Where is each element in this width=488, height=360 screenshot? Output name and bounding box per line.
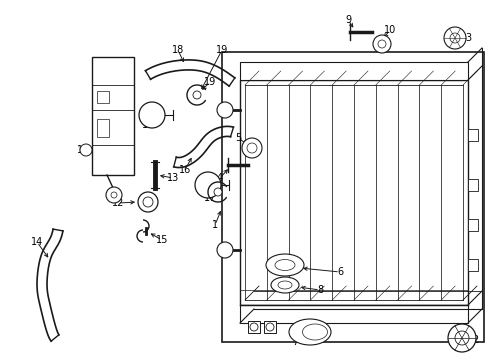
Circle shape [80,144,92,156]
Text: 19: 19 [215,45,228,55]
Circle shape [139,102,164,128]
Text: 17: 17 [142,120,154,130]
Text: 9: 9 [344,15,350,25]
Text: 18: 18 [171,45,184,55]
Text: 14: 14 [31,237,43,247]
Text: 13: 13 [166,173,179,183]
Ellipse shape [274,260,294,270]
Ellipse shape [270,277,298,293]
Bar [467,259,477,271]
Text: 5: 5 [234,133,241,143]
Circle shape [265,323,273,331]
Circle shape [214,188,222,196]
Circle shape [377,40,385,48]
Circle shape [242,138,262,158]
Bar [240,80,467,305]
Bar [467,179,477,191]
Bar [97,119,109,137]
Circle shape [195,172,221,198]
Text: 4: 4 [217,173,223,183]
Text: 17: 17 [203,193,216,203]
Text: 8: 8 [316,285,323,295]
Circle shape [249,323,258,331]
Bar [240,305,467,323]
Ellipse shape [288,319,330,345]
Bar [247,321,260,333]
Text: 12: 12 [112,198,124,208]
Bar [222,52,483,342]
Text: 19: 19 [203,77,216,87]
Bar [97,91,109,103]
Circle shape [106,187,122,203]
Text: 2: 2 [471,335,477,345]
Text: 15: 15 [156,235,168,245]
Circle shape [372,35,390,53]
Text: 1: 1 [211,220,218,230]
Circle shape [217,242,232,258]
Ellipse shape [265,254,304,276]
Circle shape [443,27,465,49]
Circle shape [246,143,257,153]
Text: 16: 16 [179,165,191,175]
Text: 3: 3 [464,33,470,43]
Circle shape [142,197,153,207]
Text: 10: 10 [383,25,395,35]
Circle shape [138,192,158,212]
Bar [92,57,134,175]
Circle shape [217,102,232,118]
Bar [467,219,477,231]
Ellipse shape [278,281,291,289]
Text: 7: 7 [291,337,298,347]
Bar [467,129,477,141]
Bar [240,62,467,80]
Text: 11: 11 [77,145,89,155]
Ellipse shape [302,324,327,340]
Circle shape [193,91,201,99]
Circle shape [454,331,468,345]
Circle shape [111,192,117,198]
Bar [264,321,275,333]
Text: 6: 6 [336,267,343,277]
Circle shape [447,324,475,352]
Circle shape [449,33,459,43]
